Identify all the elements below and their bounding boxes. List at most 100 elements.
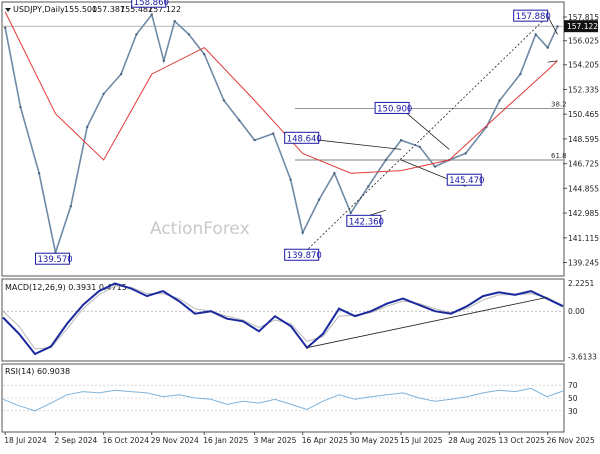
price-point: [367, 185, 370, 188]
ohlc-high: 157.387: [92, 5, 125, 14]
annotation-label: 139.570: [38, 255, 73, 265]
annotation-label: 157.880: [516, 12, 551, 22]
price-point: [271, 132, 275, 135]
price-series-line: [4, 12, 559, 256]
rsi-layer: 70 50 30: [2, 381, 578, 416]
pennant-upper-line: [547, 15, 558, 35]
price-annotations: 158.860 139.570 148.640 139.870 142.360 150.9…: [35, 0, 551, 265]
x-tick-label: 13 Oct 2025: [499, 436, 546, 445]
macd-y-tick-label: -3.6133: [568, 353, 597, 362]
price-point: [399, 138, 403, 142]
x-tick-label: 15 Jul 2025: [400, 436, 443, 445]
price-point: [37, 172, 41, 175]
annotation-label: 158.860: [134, 0, 169, 8]
price-point: [86, 125, 89, 129]
x-tick-label: 28 Aug 2025: [448, 436, 496, 445]
x-tick-label: 16 Oct 2024: [103, 436, 150, 445]
macd-y-tick-label: 2.2251: [568, 279, 594, 288]
price-y-tick-label: 152.335: [568, 85, 599, 94]
rsi-y-tick-label: 30: [568, 407, 578, 416]
price-point: [534, 33, 537, 36]
price-point: [433, 165, 437, 168]
price-grid: 38.2 61.8: [3, 25, 567, 161]
price-point: [289, 178, 292, 182]
price-point: [102, 92, 105, 96]
price-point: [253, 138, 256, 142]
price-point: [384, 158, 388, 162]
annotation-label: 139.870: [287, 251, 322, 261]
annotation-label: 142.360: [349, 217, 384, 227]
x-tick-label: 30 May 2025: [350, 436, 399, 445]
price-point: [173, 19, 176, 23]
annotation-label: 145.470: [449, 176, 484, 186]
rsi-title: RSI(14) 60.9038: [5, 367, 70, 376]
price-point: [301, 231, 304, 234]
moving-average-line: [4, 11, 558, 174]
price-point: [69, 205, 73, 208]
annotation-box: [446, 173, 482, 186]
annotation-label: 150.900: [377, 104, 412, 114]
price-point: [498, 99, 501, 102]
price-y-tick-label: 154.205: [568, 61, 599, 70]
x-axis: 18 Jul 2024 2 Sep 2024 16 Oct 2024 29 Nov 2…: [4, 432, 595, 445]
ohlc-close: 157.122: [148, 5, 181, 14]
price-y-tick-label: 150.465: [568, 110, 599, 119]
price-y-tick-label: 146.725: [568, 160, 599, 169]
annotation-box: [513, 9, 549, 22]
annotation-label: 148.640: [287, 134, 322, 144]
rsi-y-tick-label: 70: [568, 381, 578, 390]
price-y-tick-label: 142.985: [568, 209, 599, 218]
macd-title: MACD(12,26,9) 0.3931 0.4715: [5, 283, 127, 292]
symbol-title: USDJPY,Daily: [13, 5, 65, 14]
fib-level-label: 61.8: [551, 152, 567, 160]
price-y-axis: 157.815 156.025 154.205 152.335 150.465 148.5…: [563, 13, 599, 268]
price-point: [519, 72, 522, 76]
price-point: [349, 211, 353, 215]
price-point: [150, 13, 153, 16]
annotation-box: [374, 101, 410, 114]
macd-trend-line: [306, 296, 548, 349]
macd-layer: 2.2251 0.00 -3.6133: [2, 279, 597, 362]
x-tick-label: 2 Sep 2024: [55, 436, 98, 445]
ohlc-low: 155.482: [120, 5, 153, 14]
price-point: [238, 119, 241, 122]
x-tick-label: 16 Jan 2025: [203, 436, 248, 445]
x-tick-label: 3 Mar 2025: [254, 436, 297, 445]
price-y-tick-label: 139.245: [568, 259, 599, 268]
price-point: [187, 33, 191, 36]
annotation-box: [284, 131, 320, 144]
x-tick-label: 26 Nov 2025: [547, 436, 595, 445]
price-point: [546, 46, 549, 49]
chevron-down-icon: [5, 8, 11, 12]
channel-upper-line: [400, 108, 450, 150]
chart-header: USDJPY,Daily 155.500 157.387 155.482 157…: [5, 5, 181, 14]
price-point: [333, 172, 336, 175]
current-price-label: 157.122: [567, 22, 598, 31]
price-point: [556, 25, 559, 28]
price-point: [3, 26, 7, 29]
dashed-trend-line: [302, 15, 548, 255]
x-tick-label: 18 Jul 2024: [4, 436, 47, 445]
current-price-marker: [564, 20, 598, 33]
price-y-tick-label: 141.115: [568, 234, 599, 243]
macd-line: [2, 282, 564, 356]
x-tick-label: 29 Nov 2024: [151, 436, 199, 445]
price-y-tick-label: 156.025: [568, 37, 599, 46]
price-point: [135, 33, 138, 36]
x-tick-label: 16 Apr 2025: [302, 436, 349, 445]
price-point: [19, 105, 22, 109]
price-y-tick-label: 144.855: [568, 184, 599, 193]
price-point: [162, 59, 165, 63]
price-point: [203, 53, 206, 56]
rsi-line: [2, 387, 564, 412]
rsi-y-tick-label: 50: [568, 394, 578, 403]
ohlc-open: 155.500: [64, 5, 97, 14]
price-y-tick-label: 148.595: [568, 135, 599, 144]
price-point: [317, 198, 321, 201]
annotation-box: [284, 248, 320, 261]
price-panel-frame: [1, 1, 565, 277]
fib-level-label: 38.2: [551, 100, 567, 108]
annotation-box: [35, 252, 70, 265]
